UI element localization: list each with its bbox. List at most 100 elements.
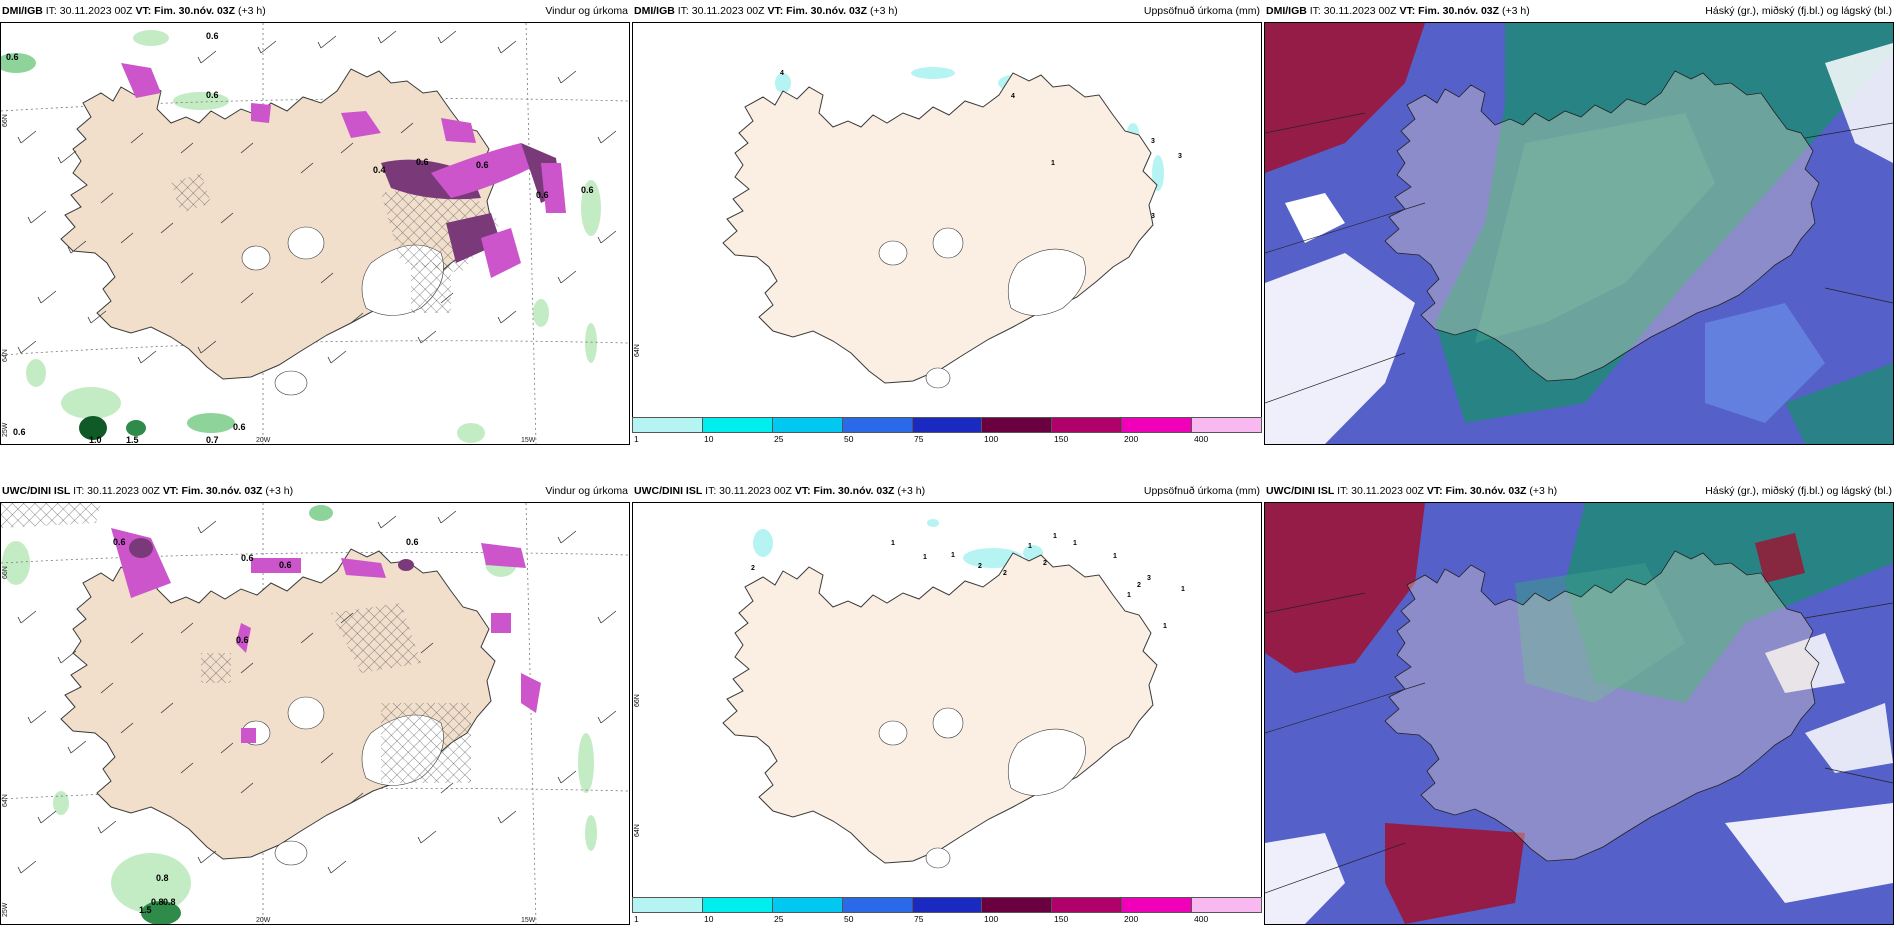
panel-header: UWC/DINI ISL IT: 30.11.2023 00Z VT: Fim.… bbox=[632, 480, 1262, 502]
legend-swatch bbox=[1052, 418, 1123, 432]
value-label: 0.8 bbox=[163, 897, 176, 907]
legend-swatch bbox=[1122, 418, 1193, 432]
value-label: 1 bbox=[1127, 592, 1131, 599]
legend-swatch bbox=[912, 898, 983, 912]
panel-accum-precip-dmi: DMI/IGB IT: 30.11.2023 00Z VT: Fim. 30.n… bbox=[632, 0, 1262, 445]
value-label: 0.6 bbox=[113, 537, 126, 547]
header-left: DMI/IGB IT: 30.11.2023 00Z VT: Fim. 30.n… bbox=[1266, 5, 1530, 17]
model-name: UWC/DINI ISL bbox=[2, 485, 71, 497]
value-label: 1.0 bbox=[89, 435, 102, 444]
init-time: IT: 30.11.2023 00Z bbox=[73, 485, 160, 497]
value-label: 0.6 bbox=[13, 427, 26, 437]
lat-label: 64N bbox=[634, 824, 641, 837]
map-wind-precip[interactable]: 0.6 0.6 0.6 0.6 0.6 0.8 0.8 0.8 1.5 66N … bbox=[0, 502, 630, 925]
model-name: DMI/IGB bbox=[1266, 5, 1307, 17]
value-label: 0.6 bbox=[406, 537, 419, 547]
lon-label: 20W bbox=[256, 437, 271, 444]
grid-labels: 66N 64N 25W 20W 15W bbox=[2, 566, 536, 924]
precip-legend: 1 10 25 50 75 100 150 200 400 bbox=[632, 417, 1262, 445]
legend-swatch bbox=[982, 418, 1053, 432]
legend-tick: 200 bbox=[1124, 434, 1139, 444]
value-label: 1 bbox=[1028, 543, 1032, 550]
graticule bbox=[1265, 592, 1893, 894]
value-label: 1.5 bbox=[126, 435, 139, 444]
legend-swatch bbox=[912, 418, 983, 432]
legend-tick: 75 bbox=[914, 434, 924, 444]
header-left: UWC/DINI ISL IT: 30.11.2023 00Z VT: Fim.… bbox=[2, 485, 293, 497]
init-time: IT: 30.11.2023 00Z bbox=[677, 5, 765, 17]
product-name: Uppsöfnuð úrkoma (mm) bbox=[1143, 5, 1260, 17]
legend-tick: 100 bbox=[984, 914, 999, 924]
model-name: DMI/IGB bbox=[2, 5, 43, 17]
legend-tick: 10 bbox=[704, 914, 714, 924]
precip-values: 0.6 0.6 0.6 0.6 0.6 0.8 0.8 0.8 1.5 bbox=[113, 537, 419, 915]
panel-wind-precip-dini: UWC/DINI ISL IT: 30.11.2023 00Z VT: Fim.… bbox=[0, 480, 630, 925]
lat-label: 64N bbox=[2, 794, 9, 807]
value-label: 1 bbox=[891, 540, 895, 547]
product-name: Vindur og úrkoma bbox=[545, 5, 628, 17]
map-clouds[interactable] bbox=[1264, 502, 1894, 925]
value-label: 1 bbox=[923, 554, 927, 561]
wind-barbs bbox=[17, 30, 617, 364]
value-label: 3 bbox=[1151, 213, 1155, 220]
value-label: 1 bbox=[1181, 586, 1185, 593]
value-label: 0.6 bbox=[416, 157, 429, 167]
snow-hatch bbox=[1, 503, 471, 783]
panel-accum-precip-dini: UWC/DINI ISL IT: 30.11.2023 00Z VT: Fim.… bbox=[632, 480, 1262, 925]
value-label: 4 bbox=[780, 70, 784, 77]
legend-swatch bbox=[982, 898, 1053, 912]
value-label: 0.6 bbox=[476, 160, 489, 170]
value-label: 3 bbox=[1147, 575, 1151, 582]
product-name: Háský (gr.), miðský (fj.bl.) og lágský (… bbox=[1705, 485, 1892, 497]
lat-label: 66N bbox=[634, 694, 641, 707]
value-label: 0.6 bbox=[6, 52, 19, 62]
model-name: UWC/DINI ISL bbox=[634, 485, 703, 497]
legend-tick: 100 bbox=[984, 434, 999, 444]
map-accum-precip[interactable]: 1 1 1 2 2 1 2 1 1 1 3 2 1 1 1 2 66N 64N bbox=[632, 502, 1262, 912]
legend-swatch bbox=[633, 898, 703, 912]
legend-swatch bbox=[702, 418, 773, 432]
snowfall-shading bbox=[111, 528, 541, 743]
legend-tick: 25 bbox=[774, 434, 784, 444]
value-label: 4 bbox=[1011, 93, 1015, 100]
model-name: DMI/IGB bbox=[634, 5, 675, 17]
map-wind-precip[interactable]: 0.6 0.6 0.6 0.6 0.6 0.4 0.6 0.6 0.6 0.7 … bbox=[0, 22, 630, 445]
lat-label: 66N bbox=[2, 114, 9, 127]
legend-ticks: 1 10 25 50 75 100 150 200 400 bbox=[632, 914, 1262, 925]
map-clouds[interactable] bbox=[1264, 22, 1894, 445]
value-label: 1 bbox=[1053, 533, 1057, 540]
panel-header: UWC/DINI ISL IT: 30.11.2023 00Z VT: Fim.… bbox=[0, 480, 630, 502]
value-label: 2 bbox=[1003, 570, 1007, 577]
value-label: 0.6 bbox=[581, 185, 594, 195]
glaciers bbox=[878, 227, 1086, 389]
init-time: IT: 30.11.2023 00Z bbox=[705, 485, 792, 497]
precip-values: 4 1 3 3 3 4 bbox=[780, 70, 1182, 220]
lead-time: (+3 h) bbox=[870, 5, 898, 17]
lon-label: 25W bbox=[2, 902, 9, 917]
valid-time: VT: Fim. 30.nóv. 03Z bbox=[1426, 485, 1527, 497]
value-label: 1.5 bbox=[139, 905, 152, 915]
lat-label: 66N bbox=[2, 566, 9, 579]
legend-tick: 1 bbox=[634, 914, 639, 924]
legend-swatch bbox=[1192, 898, 1262, 912]
value-label: 0.6 bbox=[241, 553, 254, 563]
precip-shading bbox=[1, 30, 601, 443]
init-time: IT: 30.11.2023 00Z bbox=[1309, 5, 1397, 17]
value-label: 1 bbox=[951, 552, 955, 559]
legend-swatch bbox=[1052, 898, 1123, 912]
value-label: 2 bbox=[1137, 582, 1141, 589]
map-accum-precip[interactable]: 4 1 3 3 3 4 64N bbox=[632, 22, 1262, 432]
legend-tick: 75 bbox=[914, 914, 924, 924]
snowfall-shading bbox=[121, 63, 566, 278]
legend-tick: 10 bbox=[704, 434, 714, 444]
valid-time: VT: Fim. 30.nóv. 03Z bbox=[1399, 5, 1500, 17]
value-label: 3 bbox=[1178, 153, 1182, 160]
init-time: IT: 30.11.2023 00Z bbox=[1337, 485, 1424, 497]
legend-swatch bbox=[772, 898, 843, 912]
valid-time: VT: Fim. 30.nóv. 03Z bbox=[767, 5, 868, 17]
legend-tick: 400 bbox=[1194, 914, 1209, 924]
value-label: 1 bbox=[1163, 623, 1167, 630]
value-label: 1 bbox=[1113, 553, 1117, 560]
legend-tick: 150 bbox=[1054, 914, 1069, 924]
legend-swatch bbox=[772, 418, 843, 432]
